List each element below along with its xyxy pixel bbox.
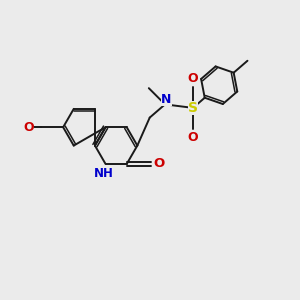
Text: N: N: [161, 93, 172, 106]
Text: NH: NH: [94, 167, 114, 180]
Text: S: S: [188, 101, 198, 115]
Text: O: O: [188, 72, 198, 85]
Text: O: O: [23, 121, 34, 134]
Text: O: O: [188, 131, 198, 144]
Text: O: O: [154, 158, 165, 170]
